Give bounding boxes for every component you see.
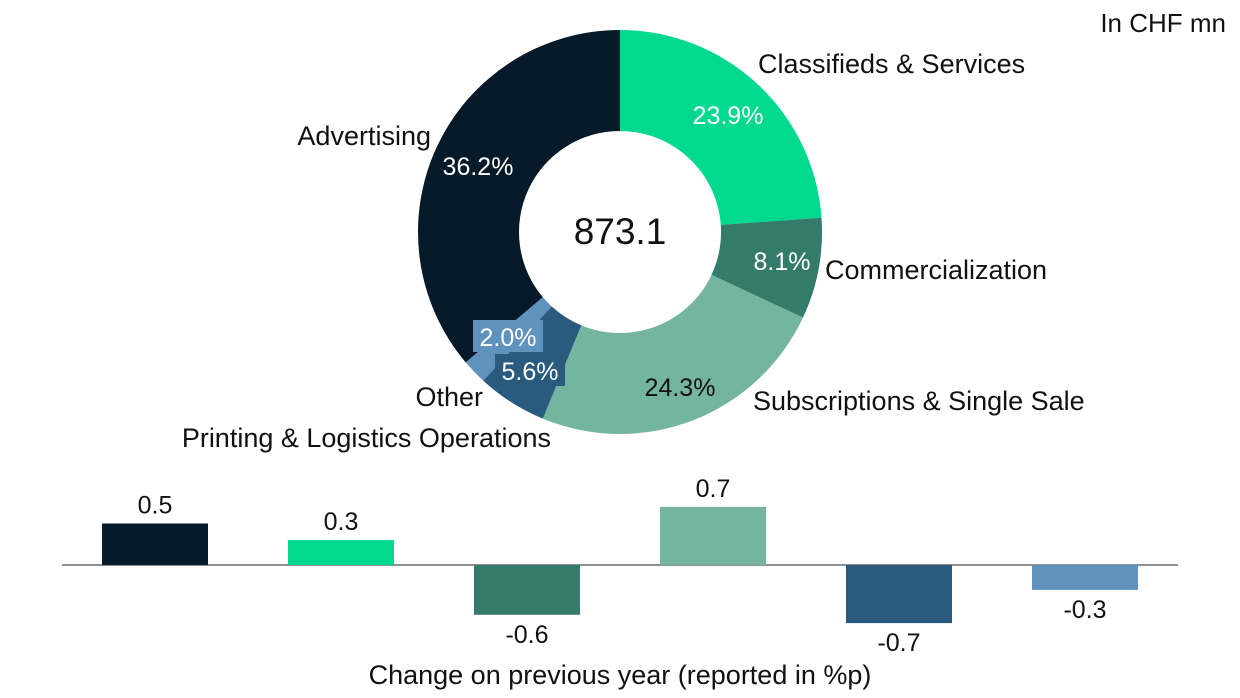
donut-pct-label-advertising: 36.2% [443, 153, 514, 181]
bar-value-label-classifieds-and-services: 0.3 [324, 508, 359, 536]
donut-name-label-subscriptions-and-single-sale: Subscriptions & Single Sale [753, 386, 1085, 416]
donut-slice-subscriptions-and-single-sale [542, 274, 803, 434]
bar-chart-x-label: Change on previous year (reported in %p) [368, 660, 872, 690]
donut-pct-label-other: 2.0% [480, 324, 537, 352]
donut-label-box-other [473, 320, 543, 352]
donut-name-label-advertising: Advertising [297, 121, 431, 151]
donut-label-box-printing-and-logistics-operations [495, 354, 565, 386]
donut-chart: 23.9% Classifieds & Services 8.1% Commercia… [182, 30, 1085, 453]
donut-slice-advertising [418, 30, 620, 363]
donut-pct-label-subscriptions-and-single-sale: 24.3% [645, 374, 716, 402]
bar-printing-and-logistics-operations [846, 565, 952, 624]
donut-name-label-commercialization: Commercialization [825, 255, 1047, 285]
donut-center-total: 873.1 [574, 211, 667, 252]
bar-value-label-other: -0.3 [1063, 596, 1106, 624]
unit-label: In CHF mn [1100, 8, 1226, 38]
bar-value-label-advertising: 0.5 [138, 492, 173, 520]
donut-name-label-printing-and-logistics-operations: Printing & Logistics Operations [182, 423, 551, 453]
bar-classifieds-and-services [288, 540, 394, 565]
donut-pct-label-commercialization: 8.1% [754, 248, 811, 276]
bar-commercialization [474, 565, 580, 615]
bar-value-label-subscriptions-and-single-sale: 0.7 [696, 475, 731, 503]
bar-advertising [102, 523, 208, 565]
donut-name-label-classifieds-and-services: Classifieds & Services [758, 49, 1025, 79]
donut-slice-commercialization [711, 217, 822, 318]
donut-pct-label-classifieds-and-services: 23.9% [693, 102, 764, 130]
bar-other [1032, 565, 1138, 590]
donut-slice-classifieds-and-services [620, 30, 822, 225]
donut-name-label-other: Other [415, 382, 483, 412]
bar-value-label-commercialization: -0.6 [505, 621, 548, 649]
bar-chart: 0.5 0.3 -0.6 0.7 -0.7 -0.3 [62, 475, 1178, 657]
donut-pct-label-printing-and-logistics-operations: 5.6% [502, 358, 559, 386]
bar-subscriptions-and-single-sale [660, 506, 766, 565]
bar-value-label-printing-and-logistics-operations: -0.7 [877, 629, 920, 657]
